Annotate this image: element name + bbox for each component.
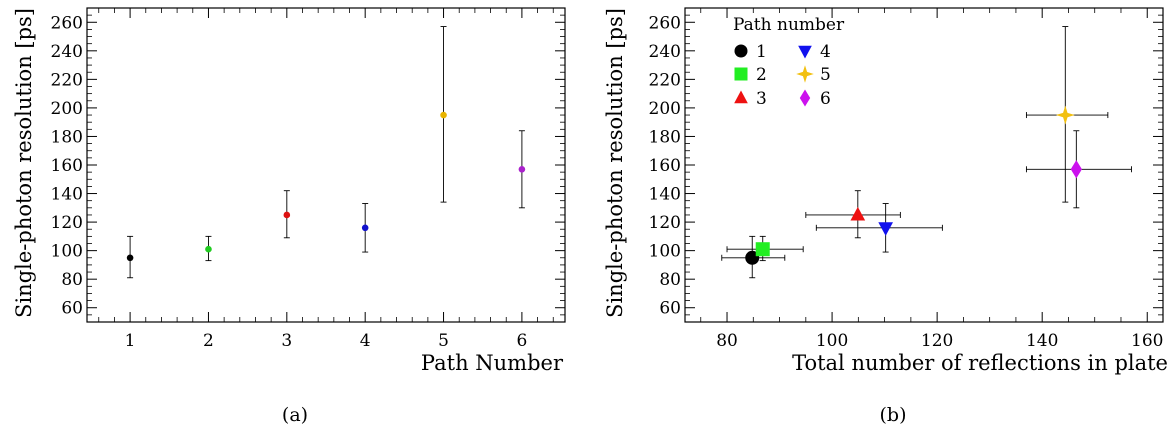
x-tick-label: 1 [125, 331, 136, 351]
y-tick-label: 180 [649, 127, 681, 147]
legend-marker-3 [734, 90, 748, 104]
x-tick-label: 5 [438, 331, 449, 351]
legend-label-4: 4 [820, 42, 831, 62]
panel-b-legend: Path number 1 2 3 4 5 6 [733, 15, 845, 109]
x-tick-label: 120 [921, 331, 953, 351]
panel-b-ylabel: Single-photon resolution [ps] [603, 8, 627, 318]
panel-b-points [721, 26, 1132, 279]
y-tick-label: 260 [649, 13, 681, 33]
x-tick-label: 80 [716, 331, 738, 351]
panel-a: 60 80 100 120 140 160 180 200 220 240 260 1 2 3 4 5 6 Pa… [12, 7, 566, 426]
y-tick-label: 160 [649, 156, 681, 176]
x-tick-label: 140 [1026, 331, 1058, 351]
y-tick-label: 140 [649, 185, 681, 205]
marker-path-1 [745, 250, 760, 265]
y-tick-label: 100 [51, 242, 83, 262]
legend-label-3: 3 [756, 89, 767, 109]
y-tick-label: 240 [649, 42, 681, 62]
y-tick-label: 260 [51, 13, 83, 33]
marker-path-5 [1055, 105, 1075, 125]
y-tick-label: 80 [659, 270, 681, 290]
panel-a-frame [86, 7, 566, 323]
panel-a-xlabel: Path Number [421, 351, 564, 375]
panel-a-sublabel: (a) [282, 404, 308, 426]
data-point-2 [205, 245, 212, 253]
panel-b-ticks: 60 80 100 120 140 160 180 200 220 240 260 80 100 120 1… [649, 7, 1163, 351]
legend-marker-4 [798, 45, 812, 59]
marker-path-4 [878, 222, 894, 236]
legend-marker-6 [799, 89, 811, 107]
legend-label-6: 6 [820, 89, 831, 109]
y-tick-label: 80 [61, 270, 83, 290]
x-tick-label: 3 [281, 331, 292, 351]
data-point-3 [283, 211, 291, 219]
panel-a-ticks: 60 80 100 120 140 160 180 200 220 240 260 1 2 3 4 5 6 [51, 7, 565, 351]
x-tick-label: 4 [360, 331, 371, 351]
data-point-1 [126, 254, 134, 262]
y-tick-label: 120 [649, 213, 681, 233]
y-tick-label: 220 [649, 70, 681, 90]
panel-b-xlabel: Total number of reflections in plate [792, 351, 1168, 375]
x-tick-label: 160 [1131, 331, 1163, 351]
y-tick-label: 60 [61, 299, 83, 319]
legend-label-2: 2 [756, 65, 767, 85]
y-tick-label: 140 [51, 185, 83, 205]
panel-a-ylabel: Single-photon resolution [ps] [12, 8, 36, 318]
panel-b-sublabel: (b) [880, 404, 907, 426]
y-tick-label: 220 [51, 70, 83, 90]
panel-a-points [126, 26, 526, 279]
data-point-5 [440, 111, 447, 119]
data-point-4 [361, 224, 369, 232]
y-tick-label: 180 [51, 127, 83, 147]
legend-marker-5 [796, 65, 814, 83]
marker-path-2 [755, 242, 770, 257]
legend-marker-1 [734, 44, 748, 58]
x-tick-label: 100 [816, 331, 848, 351]
y-tick-label: 100 [649, 242, 681, 262]
y-tick-label: 200 [51, 99, 83, 119]
x-tick-label: 2 [203, 331, 214, 351]
legend-title: Path number [733, 15, 845, 35]
marker-path-6 [1070, 160, 1082, 179]
legend-label-5: 5 [820, 65, 831, 85]
x-tick-label: 6 [516, 331, 527, 351]
panel-b: 60 80 100 120 140 160 180 200 220 240 260 80 100 120 1… [603, 7, 1168, 426]
y-tick-label: 200 [649, 99, 681, 119]
legend-label-1: 1 [756, 42, 767, 62]
y-tick-label: 120 [51, 213, 83, 233]
y-tick-label: 240 [51, 42, 83, 62]
data-point-6 [518, 165, 526, 173]
marker-path-3 [850, 206, 866, 221]
y-tick-label: 160 [51, 156, 83, 176]
y-tick-label: 60 [659, 299, 681, 319]
legend-marker-2 [734, 67, 748, 81]
